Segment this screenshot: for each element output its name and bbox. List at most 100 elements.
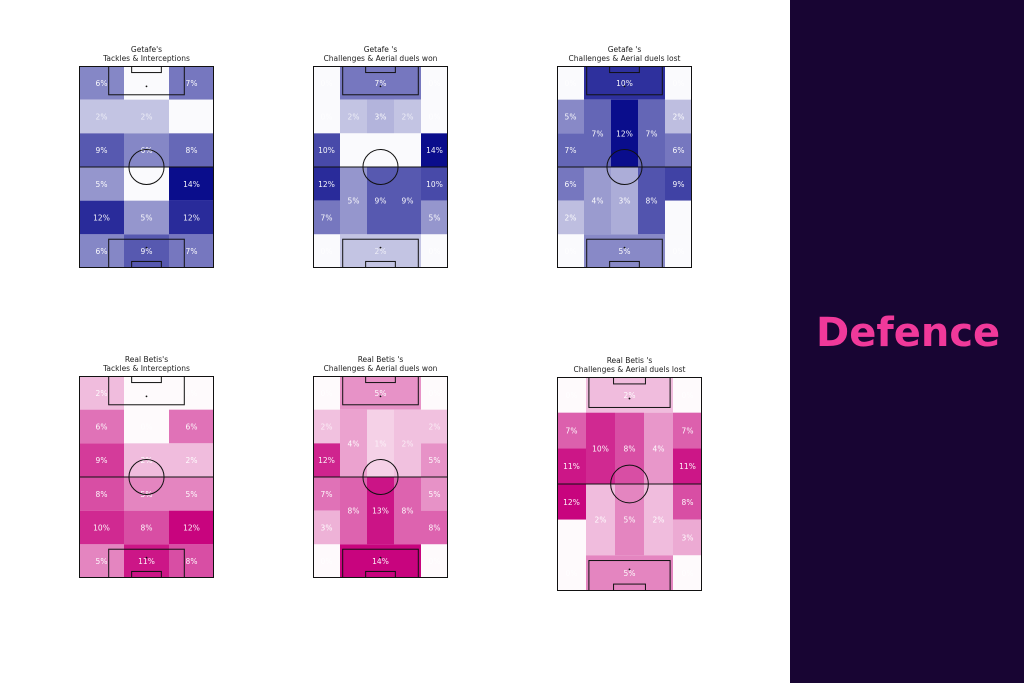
heat-cell xyxy=(421,133,448,167)
cell-label: 8% xyxy=(96,490,108,499)
heat-cell xyxy=(611,167,638,235)
center-circle xyxy=(606,148,643,186)
bottom-six-yard-box xyxy=(131,570,162,578)
center-circle xyxy=(362,148,399,186)
cell-label: 5% xyxy=(624,516,636,525)
heat-cell xyxy=(79,477,124,511)
cell-label: 2% xyxy=(96,113,108,122)
heat-cell xyxy=(340,376,421,410)
heat-cell xyxy=(644,484,673,556)
cell-label: 7% xyxy=(321,490,333,499)
cell-label: 8% xyxy=(646,197,658,206)
cell-label: 8% xyxy=(624,444,636,453)
heat-cell xyxy=(557,234,584,268)
cell-label: 7% xyxy=(646,129,658,138)
heat-cell xyxy=(421,510,448,545)
heat-cell xyxy=(421,234,448,268)
heat-cell xyxy=(421,376,448,410)
heat-cell xyxy=(340,544,421,578)
heat-cell xyxy=(313,477,340,511)
heat-cell xyxy=(313,200,340,235)
cell-label: 7% xyxy=(682,427,694,436)
cell-label: 3% xyxy=(321,524,333,533)
chart-title: Getafe 's Challenges & Aerial duels lost xyxy=(517,45,732,63)
cell-label: 8% xyxy=(402,507,414,516)
bottom-six-yard-box xyxy=(613,583,646,591)
heat-cell xyxy=(340,167,367,235)
cell-label: 0% xyxy=(186,389,198,398)
bottom-penalty-spot xyxy=(145,246,148,249)
chart-title-line: Real Betis 's xyxy=(606,356,653,365)
cell-label: 6% xyxy=(141,146,153,155)
cell-label: 10% xyxy=(616,79,633,88)
cell-label: 1% xyxy=(375,439,387,448)
heat-cell xyxy=(394,167,421,235)
heat-cell xyxy=(79,200,124,235)
cell-label: 0% xyxy=(429,389,441,398)
heat-cell xyxy=(638,167,665,235)
cell-label: 2% xyxy=(653,516,665,525)
cell-label: 8% xyxy=(348,507,360,516)
heat-cell xyxy=(313,510,340,545)
cell-label: 2% xyxy=(321,423,333,432)
center-circle xyxy=(128,148,165,186)
heat-cell xyxy=(673,377,702,413)
chart-title: Real Betis 's Challenges & Aerial duels w… xyxy=(273,355,488,373)
heat-cell xyxy=(557,519,586,556)
heat-cell xyxy=(124,510,169,545)
heat-cell xyxy=(169,167,214,201)
heat-cell xyxy=(367,477,394,545)
heat-cell xyxy=(421,200,448,235)
heat-cell xyxy=(169,200,214,235)
heat-cell xyxy=(665,234,692,268)
heat-cell xyxy=(124,200,169,235)
cell-label: 0% xyxy=(673,79,685,88)
cell-label: 9% xyxy=(141,247,153,256)
heat-cell xyxy=(313,99,340,134)
cell-label: 5% xyxy=(429,214,441,223)
cell-label: 5% xyxy=(619,247,631,256)
cell-label: 9% xyxy=(96,456,108,465)
cell-label: 2% xyxy=(402,113,414,122)
cell-label: 7% xyxy=(566,427,578,436)
heat-cell xyxy=(557,133,584,167)
heat-cell xyxy=(421,544,448,578)
heat-cell xyxy=(169,234,214,268)
heat-cell xyxy=(586,555,673,591)
cell-label: 14% xyxy=(426,146,443,155)
bottom-penalty-spot xyxy=(379,246,382,249)
pitch-heatmap: 0% 7% 0% 0% 2% 3% 2% 0% 10% 14% 12% 5% 9% 9% 10% 7% 5% 0%… xyxy=(313,66,448,268)
heat-cell xyxy=(367,167,394,235)
bottom-penalty-spot xyxy=(379,556,382,559)
cell-label: 11% xyxy=(138,557,155,566)
heat-cell xyxy=(394,99,421,134)
top-penalty-spot xyxy=(145,395,148,398)
cell-label: 7% xyxy=(592,129,604,138)
heat-cell xyxy=(394,477,421,545)
pitch-heatmap: 6% 7% 2% 2% 9% 6% 8% 5% 14% 12% 5% 12% 6% 9% 7% xyxy=(79,66,214,268)
bottom-penalty-spot xyxy=(628,568,631,571)
cell-label: 5% xyxy=(375,389,387,398)
heat-cell xyxy=(79,234,124,268)
heat-cell xyxy=(340,409,367,477)
cell-label: 12% xyxy=(563,498,580,507)
heat-cell xyxy=(169,409,214,444)
heat-cell xyxy=(673,555,702,591)
cell-label: 12% xyxy=(183,524,200,533)
top-six-yard-box xyxy=(365,376,396,384)
heat-cell xyxy=(340,477,367,545)
heat-cell xyxy=(421,409,448,444)
cell-label: 2% xyxy=(402,439,414,448)
chart-title-line: Getafe 's xyxy=(363,45,398,54)
cell-label: 12% xyxy=(93,214,110,223)
heat-cell xyxy=(557,167,584,201)
heat-cell xyxy=(557,66,584,100)
cell-label: 0% xyxy=(682,569,694,578)
heat-cell xyxy=(615,484,644,556)
cell-label: 8% xyxy=(429,524,441,533)
heat-cell xyxy=(313,409,340,444)
cell-label: 5% xyxy=(96,557,108,566)
heat-cell xyxy=(169,99,214,134)
cell-label: 9% xyxy=(402,197,414,206)
cell-label: 2% xyxy=(624,391,636,400)
